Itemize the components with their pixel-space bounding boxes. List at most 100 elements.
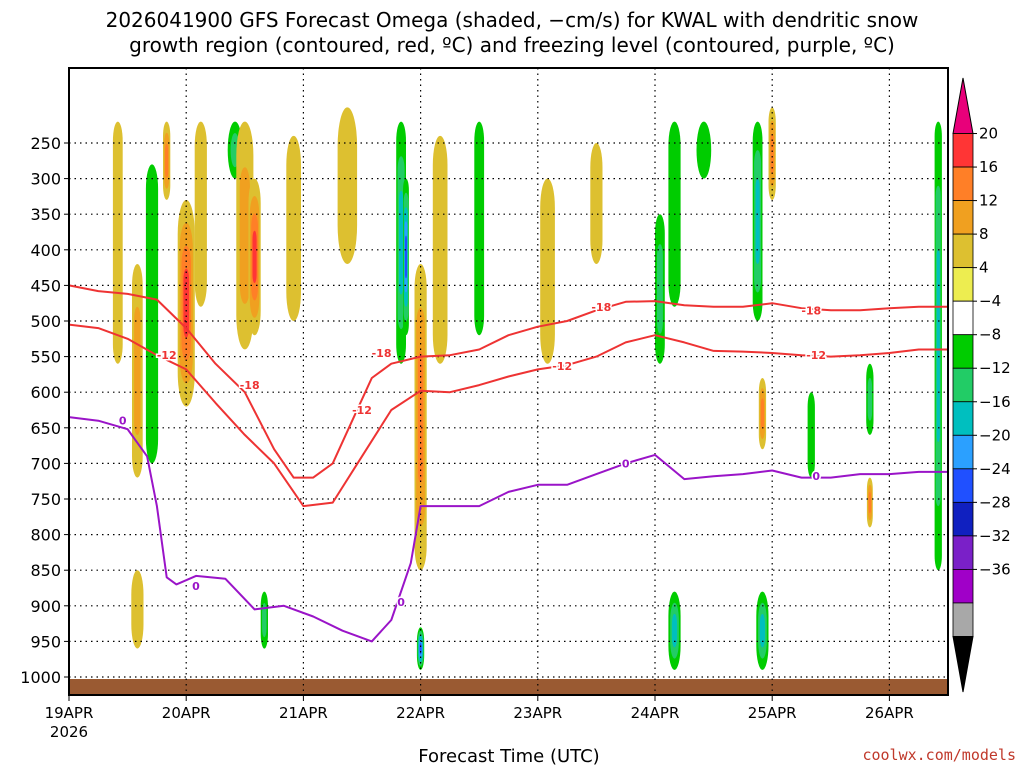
contour-label: 0: [397, 596, 405, 609]
omega-cell: [432, 135, 448, 364]
omega-cell: [262, 603, 267, 638]
colorbar-tick-label: 4: [979, 259, 989, 277]
colorbar-tick-label: −16: [979, 393, 1011, 411]
y-tick-label: 800: [30, 526, 61, 545]
y-tick-label: 850: [30, 561, 61, 580]
omega-cell: [759, 613, 765, 648]
y-tick-label: 750: [30, 490, 61, 509]
contour-label: -12: [157, 349, 177, 362]
x-axis-year: 2026: [50, 723, 88, 741]
colorbar-tick-label: −8: [979, 326, 1001, 344]
omega-cell: [474, 121, 485, 336]
omega-cell: [239, 167, 250, 304]
omega-cell: [252, 230, 257, 283]
colorbar-tick-label: −28: [979, 493, 1011, 511]
colorbar-segment: [952, 535, 974, 570]
contour-label: -18: [240, 379, 260, 392]
colorbar-segment: [952, 133, 974, 168]
y-tick-label: 900: [30, 597, 61, 616]
y-tick-label: 1000: [20, 668, 61, 687]
y-tick-label: 450: [30, 276, 61, 295]
omega-cell: [337, 107, 358, 265]
x-tick-label: 24APR: [631, 704, 680, 722]
omega-cell: [807, 392, 815, 478]
y-tick-label: 700: [30, 454, 61, 473]
x-tick-label: 19APR: [45, 704, 94, 722]
x-tick-label: 23APR: [513, 704, 562, 722]
omega-cell: [755, 178, 760, 264]
colorbar-top-arrow: [952, 77, 974, 135]
contour-label: -18: [591, 301, 611, 314]
contour-label: -12: [806, 349, 826, 362]
colorbar-tick-label: −32: [979, 527, 1011, 545]
colorbar: 20 16 12 8 4 −4 −8 −12 −16 −20 −24 −28 −32 −36: [952, 77, 1011, 693]
omega-cell: [145, 164, 159, 464]
y-axis-ticks: 250 300 350 400 450 500 550 600 650 700 750 800 850 9…: [20, 134, 69, 687]
chart-title-line-1: 2026041900 GFS Forecast Omega (shaded, −…: [106, 8, 919, 32]
contour-label: -18: [372, 347, 392, 360]
colorbar-segment: [952, 569, 974, 604]
x-tick-label: 22APR: [396, 704, 445, 722]
omega-shading: [112, 107, 942, 670]
omega-cell: [405, 235, 407, 279]
ground-surface: [69, 679, 948, 695]
contour-label: -12: [552, 360, 572, 373]
colorbar-segment: [952, 267, 974, 302]
x-tick-label: 21APR: [279, 704, 328, 722]
y-tick-label: 550: [30, 348, 61, 367]
colorbar-bottom-arrow: [952, 635, 974, 693]
colorbar-tick-label: 12: [979, 192, 998, 210]
colorbar-segment: [952, 468, 974, 503]
omega-cell: [770, 133, 774, 174]
watermark: coolwx.com/models: [862, 746, 1016, 764]
colorbar-tick-label: −24: [979, 460, 1011, 478]
colorbar-tick-label: −12: [979, 359, 1011, 377]
omega-cell: [112, 121, 123, 364]
colorbar-tick-label: 16: [979, 158, 998, 176]
omega-cell: [131, 570, 144, 649]
contour-label: 0: [812, 470, 820, 483]
omega-cell: [134, 306, 141, 435]
plot-frame: [68, 67, 949, 696]
colorbar-segment: [952, 200, 974, 235]
colorbar-tick-label: −36: [979, 560, 1011, 578]
x-tick-label: 20APR: [162, 704, 211, 722]
omega-cell: [867, 378, 873, 421]
omega-cell: [418, 351, 424, 483]
y-tick-label: 650: [30, 419, 61, 438]
y-tick-label: 600: [30, 383, 61, 402]
y-tick-label: 400: [30, 241, 61, 260]
omega-cell: [936, 249, 940, 442]
colorbar-segment: [952, 501, 974, 537]
omega-cell: [696, 121, 712, 179]
colorbar-tick-label: 8: [979, 225, 989, 243]
colorbar-tick-label: −4: [979, 292, 1001, 310]
y-tick-label: 500: [30, 312, 61, 331]
temperature-contours: [68, 284, 948, 643]
omega-cell: [286, 135, 301, 321]
colorbar-segment: [952, 602, 974, 637]
y-tick-label: 350: [30, 205, 61, 224]
x-tick-label: 26APR: [865, 704, 914, 722]
omega-cell: [399, 190, 404, 295]
y-tick-label: 950: [30, 632, 61, 651]
x-tick-label: 25APR: [748, 704, 797, 722]
colorbar-segment: [952, 233, 974, 269]
colorbar-segment: [952, 367, 974, 403]
colorbar-segment: [952, 334, 974, 369]
omega-cell: [590, 143, 603, 264]
x-axis-ticks: 19APR 20APR 21APR 22APR 23APR 24APR 25APR 26APR: [45, 695, 914, 722]
contour-label: -12: [352, 404, 372, 417]
chart-title-line-2: growth region (contoured, red, ºC) and f…: [129, 33, 895, 57]
omega-cell: [657, 244, 663, 334]
colorbar-tick-label: 20: [979, 125, 998, 143]
omega-cell: [419, 642, 422, 655]
grid-lines: [69, 68, 948, 695]
omega-cell: [540, 178, 555, 364]
contour-label: 0: [192, 580, 200, 593]
colorbar-tick-label: −20: [979, 426, 1011, 444]
y-tick-label: 250: [30, 134, 61, 153]
contour-label: 0: [119, 415, 127, 428]
contour-line: [68, 284, 948, 479]
